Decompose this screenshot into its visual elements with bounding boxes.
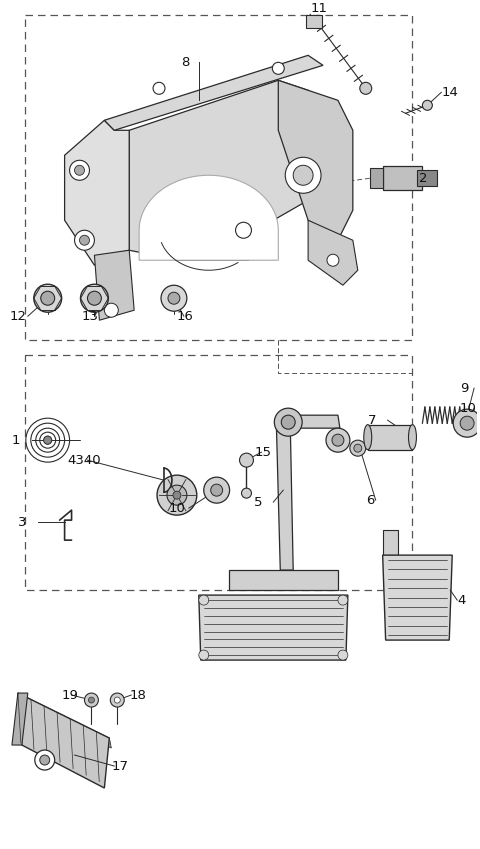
Circle shape — [153, 82, 165, 94]
Text: 15: 15 — [254, 446, 272, 458]
Text: 19: 19 — [61, 689, 79, 701]
Text: 12: 12 — [10, 310, 27, 323]
Circle shape — [460, 416, 474, 430]
Circle shape — [168, 292, 180, 304]
Polygon shape — [418, 171, 437, 186]
Circle shape — [81, 284, 108, 312]
Circle shape — [161, 285, 187, 312]
Circle shape — [44, 436, 52, 444]
Circle shape — [110, 693, 124, 707]
Text: 4340: 4340 — [68, 453, 101, 467]
Circle shape — [338, 595, 348, 605]
Polygon shape — [199, 595, 348, 660]
Text: 16: 16 — [177, 310, 194, 323]
Polygon shape — [18, 693, 111, 748]
Circle shape — [360, 82, 372, 94]
Circle shape — [422, 100, 432, 110]
Circle shape — [240, 453, 253, 467]
Circle shape — [70, 160, 89, 180]
Circle shape — [281, 415, 295, 429]
Circle shape — [211, 484, 223, 496]
Polygon shape — [370, 168, 383, 188]
Polygon shape — [228, 571, 338, 590]
Text: 17: 17 — [111, 760, 128, 773]
Polygon shape — [306, 15, 322, 28]
Circle shape — [338, 650, 348, 660]
Polygon shape — [276, 422, 293, 571]
Circle shape — [40, 755, 50, 765]
Circle shape — [199, 650, 209, 660]
Text: 9: 9 — [460, 382, 468, 395]
Circle shape — [274, 408, 302, 436]
Text: 18: 18 — [129, 689, 146, 701]
Ellipse shape — [408, 424, 417, 450]
Text: 6: 6 — [366, 493, 374, 507]
Polygon shape — [308, 220, 358, 285]
Polygon shape — [368, 425, 412, 450]
Circle shape — [173, 491, 181, 499]
Polygon shape — [129, 81, 318, 261]
Polygon shape — [383, 166, 422, 190]
Text: 14: 14 — [441, 86, 458, 98]
Polygon shape — [278, 81, 353, 240]
Circle shape — [350, 440, 366, 456]
Polygon shape — [139, 175, 278, 261]
Text: 8: 8 — [181, 56, 189, 69]
Circle shape — [87, 291, 101, 306]
Circle shape — [84, 693, 98, 707]
Polygon shape — [383, 530, 397, 555]
Circle shape — [326, 428, 350, 453]
Polygon shape — [65, 121, 129, 265]
Polygon shape — [95, 250, 134, 320]
Circle shape — [332, 434, 344, 447]
Text: 10: 10 — [169, 502, 186, 514]
Circle shape — [272, 62, 284, 75]
Circle shape — [80, 235, 89, 245]
Circle shape — [204, 477, 229, 503]
Circle shape — [88, 697, 95, 703]
Circle shape — [236, 222, 252, 239]
Circle shape — [453, 409, 480, 437]
Text: 1: 1 — [12, 434, 21, 447]
Text: 10: 10 — [459, 402, 476, 414]
Circle shape — [293, 166, 313, 185]
Circle shape — [327, 254, 339, 267]
Circle shape — [285, 157, 321, 194]
Text: 4: 4 — [457, 593, 466, 606]
Circle shape — [199, 595, 209, 605]
Circle shape — [74, 230, 95, 250]
Polygon shape — [288, 415, 340, 428]
Text: 5: 5 — [253, 496, 262, 509]
Circle shape — [157, 475, 197, 515]
Circle shape — [34, 284, 61, 312]
Text: 13: 13 — [82, 310, 98, 323]
Circle shape — [74, 166, 84, 175]
Circle shape — [354, 444, 362, 453]
Text: 2: 2 — [420, 171, 428, 185]
Polygon shape — [104, 55, 323, 130]
Circle shape — [104, 303, 118, 318]
Polygon shape — [383, 555, 452, 640]
Polygon shape — [12, 693, 28, 745]
Circle shape — [241, 488, 252, 498]
Polygon shape — [18, 693, 109, 788]
Ellipse shape — [364, 424, 372, 450]
Circle shape — [114, 697, 120, 703]
Circle shape — [41, 291, 55, 306]
Text: 7: 7 — [368, 413, 376, 427]
Text: 11: 11 — [310, 2, 327, 14]
Circle shape — [167, 485, 187, 505]
Circle shape — [35, 750, 55, 770]
Text: 3: 3 — [18, 515, 26, 529]
